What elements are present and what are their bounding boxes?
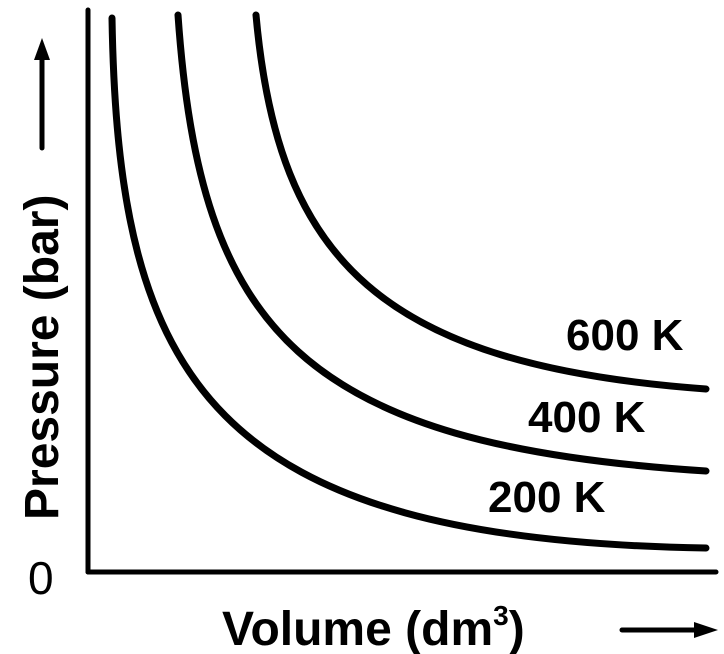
x-axis-label-text: Volume (dm — [222, 603, 493, 654]
series-line-600k — [252, 11, 710, 393]
y-axis-label: Pressure (bar) — [16, 195, 69, 520]
x-axis-label: Volume (dm3) — [222, 600, 525, 654]
y-axis-arrow-icon — [34, 38, 50, 151]
series-line-400k — [174, 11, 710, 475]
x-axis-label-superscript: 3 — [493, 600, 509, 631]
x-axis-arrow-icon — [619, 622, 718, 638]
series-label-200k: 200 K — [488, 473, 606, 522]
series-line-200k — [108, 14, 710, 552]
x-axis-label-close: ) — [509, 603, 525, 654]
origin-label: 0 — [28, 552, 54, 604]
series-label-600k: 600 K — [566, 311, 684, 360]
series-label-400k: 400 K — [528, 393, 646, 442]
